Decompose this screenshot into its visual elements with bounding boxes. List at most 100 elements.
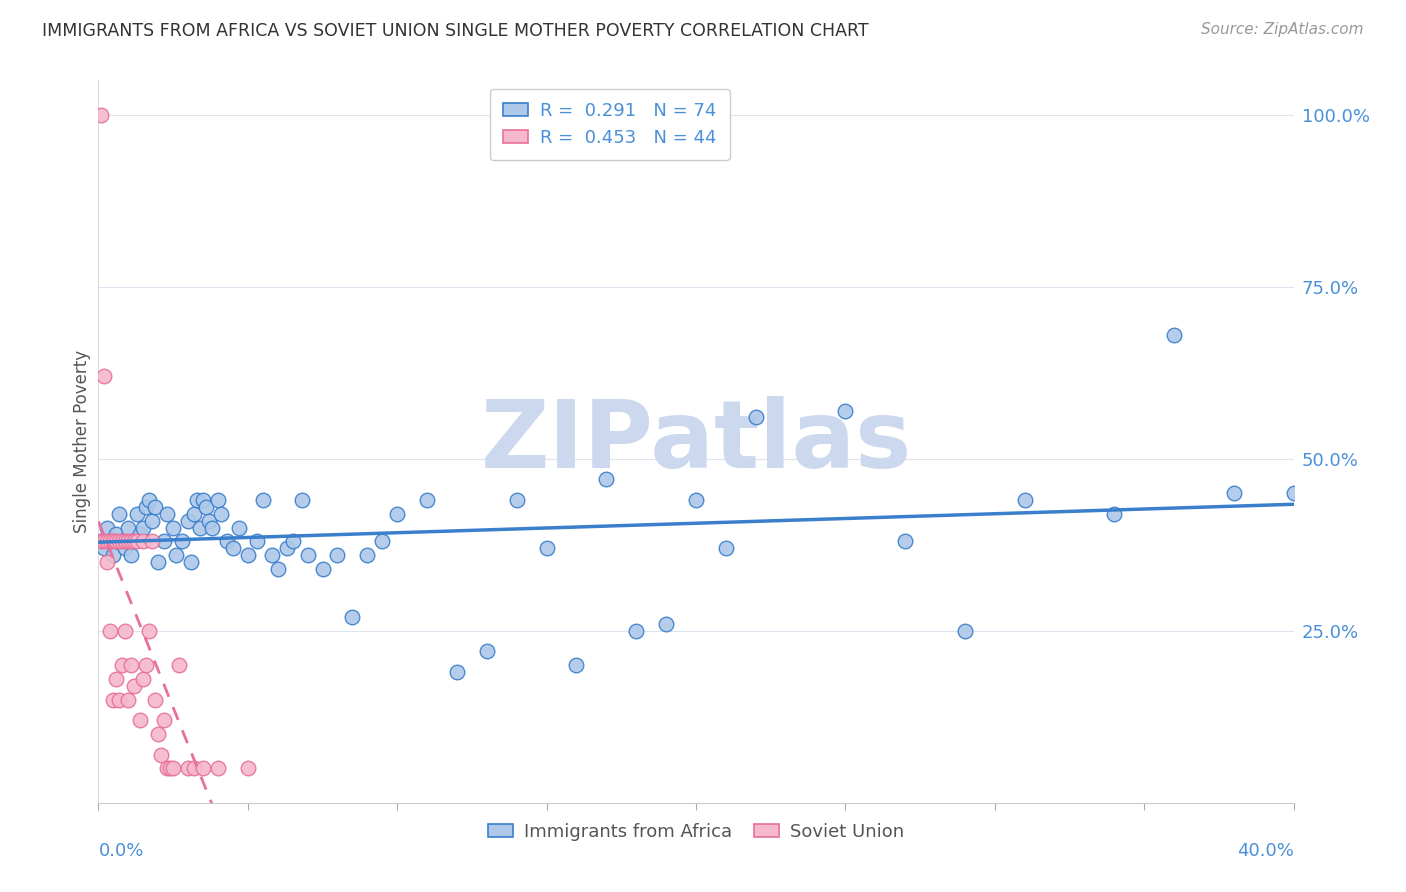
Point [162, 761, 184, 775]
Text: 40.0%: 40.0% [1237, 842, 1294, 860]
Point [188, 520, 211, 534]
Point [207, 493, 229, 508]
Point [135, 500, 157, 514]
Point [103, 548, 125, 562]
Point [141, 514, 163, 528]
Point [565, 658, 588, 673]
Point [162, 520, 184, 534]
Point [96, 555, 118, 569]
Point [108, 534, 131, 549]
Point [120, 534, 142, 549]
Point [291, 493, 314, 508]
Point [120, 548, 142, 562]
Point [297, 548, 319, 562]
Point [90, 534, 112, 549]
Point [167, 658, 190, 673]
Point [186, 493, 208, 508]
Point [714, 541, 737, 556]
Point [103, 692, 125, 706]
Point [93, 534, 115, 549]
Point [595, 472, 617, 486]
Point [165, 548, 187, 562]
Point [132, 520, 155, 534]
Point [124, 534, 146, 549]
Point [127, 534, 149, 549]
Point [1223, 486, 1246, 500]
Point [143, 692, 166, 706]
Point [129, 713, 152, 727]
Point [108, 507, 131, 521]
Point [953, 624, 976, 638]
Point [222, 541, 245, 556]
Point [215, 534, 238, 549]
Point [385, 507, 409, 521]
Point [252, 493, 274, 508]
Point [127, 507, 149, 521]
Point [276, 541, 298, 556]
Point [191, 761, 214, 775]
Point [135, 658, 157, 673]
Point [1104, 507, 1126, 521]
Point [236, 761, 259, 775]
Point [416, 493, 439, 508]
Point [228, 520, 250, 534]
Point [114, 534, 136, 549]
Point [124, 679, 146, 693]
Point [114, 624, 136, 638]
Point [117, 534, 139, 549]
Point [209, 507, 232, 521]
Point [143, 500, 166, 514]
Point [685, 493, 707, 508]
Point [90, 534, 112, 549]
Point [207, 761, 229, 775]
Point [132, 672, 155, 686]
Point [446, 665, 468, 679]
Point [191, 493, 214, 508]
Point [120, 658, 142, 673]
Point [183, 761, 205, 775]
Point [148, 555, 170, 569]
Point [180, 555, 202, 569]
Point [172, 534, 194, 549]
Point [111, 658, 134, 673]
Point [129, 527, 152, 541]
Point [148, 727, 170, 741]
Point [111, 534, 134, 549]
Point [342, 610, 364, 624]
Point [371, 534, 394, 549]
Point [114, 541, 136, 556]
Point [117, 692, 139, 706]
Point [260, 548, 283, 562]
Point [153, 534, 176, 549]
Point [475, 644, 498, 658]
Point [93, 369, 115, 384]
Point [195, 500, 218, 514]
Point [117, 520, 139, 534]
Point [156, 761, 179, 775]
Point [834, 403, 856, 417]
Text: IMMIGRANTS FROM AFRICA VS SOVIET UNION SINGLE MOTHER POVERTY CORRELATION CHART: IMMIGRANTS FROM AFRICA VS SOVIET UNION S… [42, 22, 869, 40]
Point [183, 507, 205, 521]
Point [108, 692, 131, 706]
Point [177, 514, 200, 528]
Point [111, 534, 134, 549]
Point [98, 624, 122, 638]
Point [655, 616, 678, 631]
Point [745, 410, 768, 425]
Point [356, 548, 378, 562]
Point [236, 548, 259, 562]
Point [90, 108, 112, 122]
Point [1282, 486, 1305, 500]
Text: ZIPatlas: ZIPatlas [481, 395, 911, 488]
Legend: Immigrants from Africa, Soviet Union: Immigrants from Africa, Soviet Union [481, 815, 911, 848]
Point [201, 520, 224, 534]
Text: 0.0%: 0.0% [98, 842, 143, 860]
Point [105, 527, 128, 541]
Point [326, 548, 349, 562]
Point [132, 534, 155, 549]
Point [96, 520, 118, 534]
Y-axis label: Single Mother Poverty: Single Mother Poverty [73, 350, 91, 533]
Point [246, 534, 269, 549]
Point [894, 534, 917, 549]
Point [98, 534, 122, 549]
